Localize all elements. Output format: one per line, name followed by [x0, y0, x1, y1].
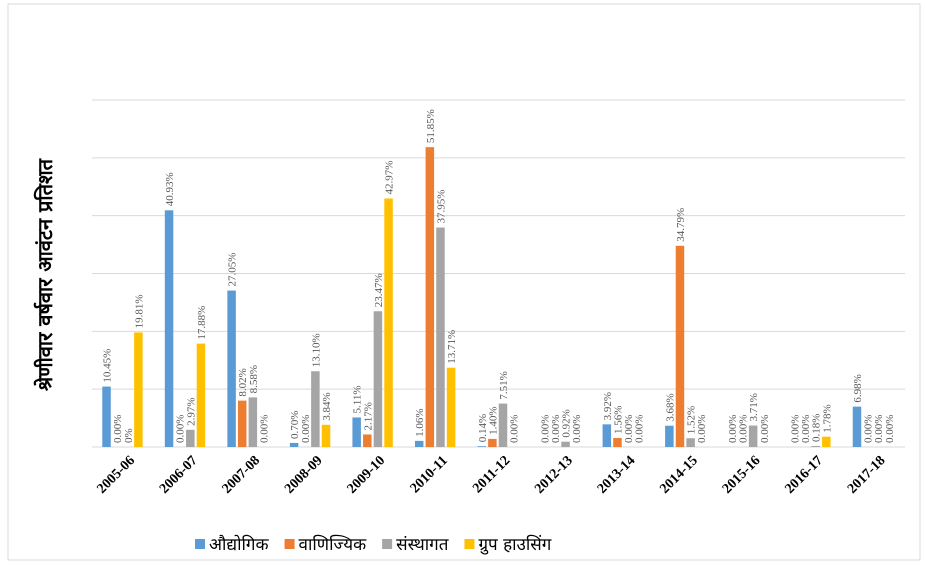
bar [446, 367, 456, 447]
bar [811, 445, 820, 447]
bar [164, 210, 174, 447]
bar [613, 437, 622, 447]
value-label: 1.06% [414, 408, 426, 436]
value-label: 3.84% [321, 392, 333, 420]
legend-swatch [284, 539, 295, 549]
value-label: 0.00% [727, 415, 739, 443]
value-label: 0.00% [789, 415, 801, 443]
value-label: 0.00% [300, 415, 312, 443]
value-label: 0.14% [477, 414, 489, 442]
value-label: 0.70% [289, 411, 301, 439]
bar [488, 438, 497, 447]
bar [384, 198, 393, 447]
value-label: 1.56% [612, 406, 624, 434]
value-label: 17.88% [196, 306, 208, 340]
legend-label: वाणिज्यिक [299, 534, 368, 555]
value-label: 51.85% [425, 109, 437, 143]
value-label: 0.00% [258, 415, 270, 443]
bar [748, 425, 758, 447]
bar [289, 442, 299, 447]
value-label: 8.58% [248, 365, 260, 393]
value-label: 0.00% [873, 415, 885, 443]
value-label: 19.81% [133, 295, 145, 329]
value-label: 0.00% [571, 415, 583, 443]
bar [186, 429, 195, 447]
value-label: 1.52% [686, 406, 698, 434]
bar [134, 332, 143, 447]
legend-label: औद्योगिक [209, 534, 269, 555]
bar [237, 400, 247, 447]
bar [498, 403, 508, 447]
value-label: 42.97% [384, 161, 396, 195]
value-label: 0% [123, 428, 135, 443]
value-label: 0.00% [634, 415, 646, 443]
bar [602, 424, 612, 447]
value-label: 0.00% [759, 415, 771, 443]
value-label: 0.00% [539, 415, 551, 443]
value-label: 23.47% [373, 273, 385, 307]
value-label: 34.79% [675, 208, 687, 242]
value-label: 0.00% [112, 415, 124, 443]
value-label: 0.00% [884, 415, 896, 443]
bar [425, 147, 435, 448]
bar [227, 290, 236, 447]
value-label: 0.18% [811, 414, 823, 442]
bar [352, 417, 361, 447]
value-label: 5.11% [352, 385, 364, 413]
legend-swatch [382, 539, 393, 549]
value-label: 0.00% [696, 415, 708, 443]
value-label: 0.92% [561, 409, 573, 437]
value-label: 3.68% [664, 393, 676, 421]
value-label: 2.17% [362, 402, 374, 430]
value-label: 0.00% [550, 415, 562, 443]
bar [675, 245, 685, 447]
value-label: 40.93% [164, 172, 176, 206]
value-label: 8.02% [237, 368, 249, 396]
bar [852, 406, 862, 447]
value-label: 0.00% [863, 415, 875, 443]
legend-swatch [195, 539, 205, 549]
value-label: 10.45% [102, 349, 114, 383]
bar [196, 343, 206, 447]
value-label: 1.78% [821, 404, 833, 432]
value-label: 0.00% [509, 415, 521, 443]
bar [414, 440, 424, 447]
bar [665, 425, 674, 447]
bar [363, 434, 372, 447]
value-label: 13.71% [446, 330, 458, 364]
bar [477, 446, 486, 447]
value-label: 0.00% [738, 415, 750, 443]
value-label: 27.05% [227, 253, 239, 287]
bar [102, 386, 111, 447]
legend-swatch [464, 539, 475, 549]
value-label: 1.40% [487, 406, 499, 434]
value-label: 3.71% [748, 393, 760, 421]
value-label: 0.00% [175, 415, 187, 443]
y-axis-title: श्रेणीवार वर्षवार आवंटन प्रतिशत [33, 157, 57, 391]
bar [373, 311, 383, 447]
value-label: 13.10% [310, 333, 322, 367]
value-label: 2.97% [185, 397, 197, 425]
legend-label: संस्थागत [396, 535, 449, 555]
bar [248, 397, 258, 447]
value-label: 0.00% [800, 415, 812, 443]
bar [686, 438, 695, 447]
bar [561, 441, 570, 447]
bar [321, 424, 331, 447]
value-label: 6.98% [852, 374, 864, 402]
bar [436, 227, 445, 447]
value-label: 0.00% [623, 415, 635, 443]
frame [7, 3, 921, 561]
value-label: 3.92% [602, 392, 614, 420]
bar [822, 436, 831, 447]
value-label: 37.95% [435, 190, 447, 224]
value-label: 7.51% [498, 371, 510, 399]
bar [311, 371, 320, 447]
legend-label: ग्रुप हाउसिंग [478, 534, 551, 555]
